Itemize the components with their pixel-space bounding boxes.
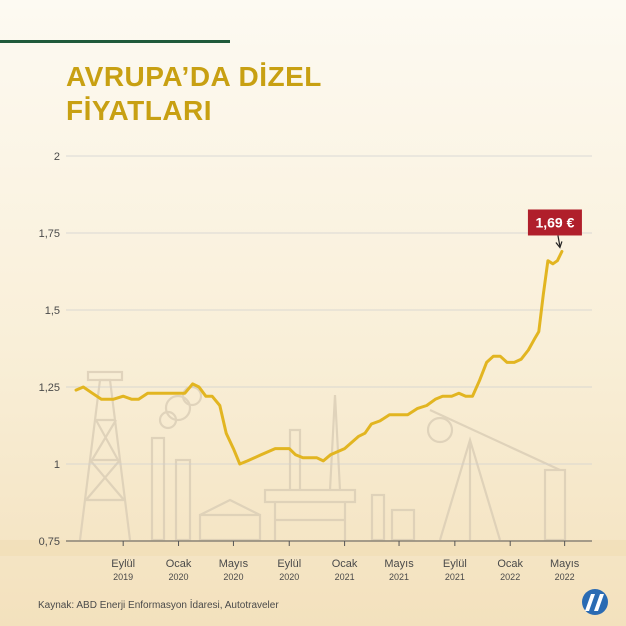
tanks-icon [370, 493, 416, 542]
x-tick-year: 2021 [335, 572, 355, 582]
factory-icon [150, 385, 203, 542]
derrick-icon [78, 370, 132, 541]
y-tick-label: 1,5 [45, 305, 60, 317]
y-axis-tick-labels: 0,75 1 1,25 1,5 1,75 2 [39, 151, 60, 548]
series-line [74, 250, 564, 466]
price-callout-label: 1,69 € [535, 214, 574, 230]
refinery-icon [198, 498, 262, 542]
gridlines [66, 155, 592, 542]
callout-arrow-icon [555, 241, 563, 249]
source-note: Kaynak: ABD Enerji Enformasyon İdaresi, … [38, 600, 279, 611]
y-tick-label: 2 [54, 151, 60, 163]
x-tick-month: Mayıs [219, 558, 249, 570]
pumpjack-icon [426, 409, 567, 542]
x-tick-year: 2022 [555, 572, 575, 582]
offshore-platform-icon [263, 394, 357, 540]
y-tick-label: 1,25 [39, 382, 60, 394]
x-tick-month: Eylül [277, 558, 301, 570]
chart-title-line-2: FİYATLARI [66, 95, 213, 126]
x-tick-month: Mayıs [384, 558, 414, 570]
x-tick-month: Ocak [166, 558, 192, 570]
x-tick-year: 2021 [389, 572, 409, 582]
series-layer [74, 250, 564, 466]
y-tick-label: 0,75 [39, 536, 60, 548]
x-tick-year: 2021 [445, 572, 465, 582]
x-tick-month: Eylül [111, 558, 135, 570]
y-tick-label: 1 [54, 459, 60, 471]
x-tick-year: 2019 [113, 572, 133, 582]
x-tick-year: 2022 [500, 572, 520, 582]
header-rule [0, 40, 230, 43]
y-tick-label: 1,75 [39, 228, 60, 240]
aa-news-agency-logo [582, 589, 608, 615]
x-tick-month: Eylül [443, 558, 467, 570]
ground-band [0, 540, 626, 556]
oil-industry-illustration [78, 370, 567, 542]
chart-title-line-1: AVRUPA’DA DİZEL [66, 61, 322, 92]
x-tick-year: 2020 [169, 572, 189, 582]
x-tick-month: Ocak [332, 558, 358, 570]
x-tick-month: Ocak [497, 558, 523, 570]
annotation-layer: 1,69 € [527, 209, 582, 249]
x-tick-year: 2020 [223, 572, 243, 582]
price-callout-box [527, 209, 582, 236]
callout-arrow-line [557, 235, 561, 247]
x-tick-month: Mayıs [550, 558, 580, 570]
chart-title: AVRUPA’DA DİZEL FİYATLARI [66, 60, 322, 128]
x-axis: Eylül 2019 Ocak 2020 Mayıs 2020 Eylül 2020 Ocak 2… [111, 541, 580, 582]
x-tick-year: 2020 [279, 572, 299, 582]
